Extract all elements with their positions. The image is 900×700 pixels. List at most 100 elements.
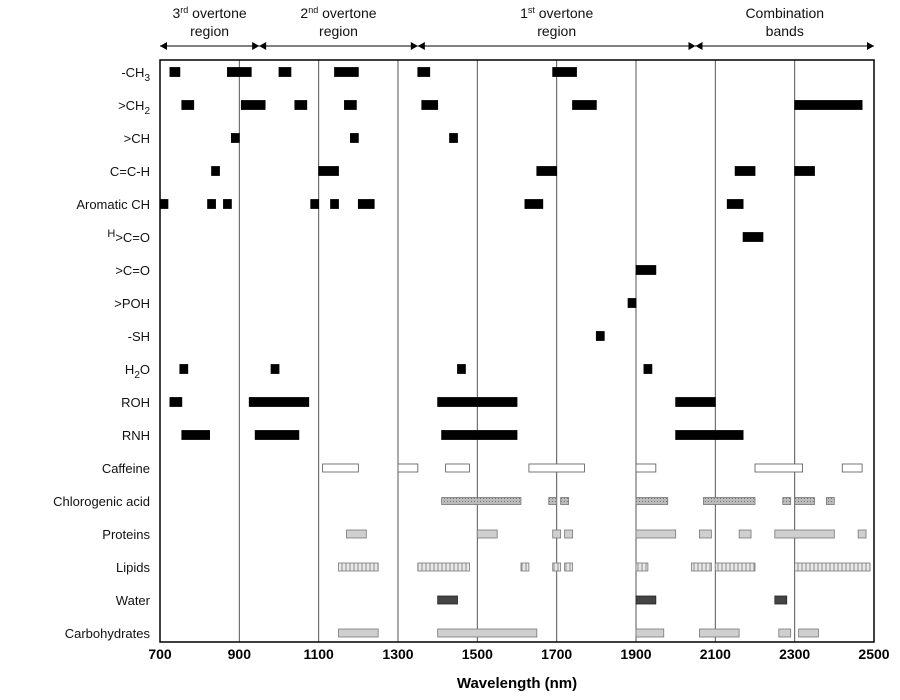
- x-tick-1100: 1100: [303, 646, 334, 662]
- region-subtitle: region: [190, 23, 229, 39]
- region-title: 1st overtone: [520, 5, 593, 21]
- x-tick-1700: 1700: [541, 646, 572, 662]
- region-0: 3rd overtone region: [160, 5, 260, 50]
- band-3-0: [211, 166, 220, 176]
- band-17-2: [635, 628, 665, 638]
- band-13-1: [548, 497, 558, 505]
- category-label-2: >CH: [124, 131, 150, 146]
- band-6-0: [635, 265, 657, 275]
- band-17-3: [699, 628, 740, 638]
- band-1-3: [344, 100, 357, 110]
- x-tick-1500: 1500: [462, 646, 493, 662]
- band-1-5: [572, 100, 597, 110]
- category-label-5: H>C=O: [107, 228, 150, 245]
- region-arrow-left: [695, 42, 703, 50]
- band-14-2: [552, 529, 562, 539]
- band-14-5: [699, 529, 712, 539]
- band-4-3: [310, 199, 320, 209]
- band-12-2: [445, 463, 470, 473]
- band-14-7: [774, 529, 835, 539]
- band-11-1: [254, 430, 300, 440]
- region-subtitle: region: [537, 23, 576, 39]
- band-10-1: [248, 397, 310, 407]
- band-0-3: [334, 67, 359, 77]
- band-2-0: [230, 133, 240, 143]
- band-1-4: [421, 100, 439, 110]
- band-9-2: [457, 364, 466, 374]
- band-15-5: [635, 562, 649, 572]
- band-15-4: [564, 562, 573, 572]
- band-0-4: [417, 67, 431, 77]
- band-4-5: [357, 199, 375, 209]
- category-label-3: C=C-H: [110, 164, 150, 179]
- band-15-8: [794, 562, 871, 572]
- x-tick-700: 700: [148, 646, 172, 662]
- band-4-1: [207, 199, 216, 209]
- band-12-1: [397, 463, 419, 473]
- band-4-4: [330, 199, 339, 209]
- band-13-0: [441, 497, 522, 505]
- band-11-2: [441, 430, 518, 440]
- category-label-14: Proteins: [102, 527, 150, 542]
- band-12-4: [635, 463, 657, 473]
- band-12-0: [322, 463, 359, 473]
- band-9-1: [270, 364, 280, 374]
- category-label-12: Caffeine: [102, 461, 150, 476]
- band-3-3: [734, 166, 756, 176]
- band-8-0: [595, 331, 605, 341]
- category-label-0: -CH3: [121, 65, 150, 84]
- band-17-4: [778, 628, 792, 638]
- plot-frame: [159, 59, 875, 643]
- band-5-0: [742, 232, 764, 242]
- band-15-1: [417, 562, 470, 572]
- band-9-3: [643, 364, 653, 374]
- band-15-0: [338, 562, 379, 572]
- x-tick-1900: 1900: [620, 646, 651, 662]
- band-1-6: [794, 100, 863, 110]
- band-14-3: [564, 529, 573, 539]
- band-17-0: [338, 628, 379, 638]
- band-10-0: [169, 397, 183, 407]
- band-13-4: [703, 497, 756, 505]
- category-label-17: Carbohydrates: [65, 626, 151, 641]
- band-15-3: [552, 562, 562, 572]
- band-11-0: [181, 430, 210, 440]
- band-14-0: [346, 529, 367, 539]
- region-subtitle: region: [319, 23, 358, 39]
- category-label-11: RNH: [122, 428, 150, 443]
- region-1: 2nd overtone region: [259, 5, 418, 50]
- band-4-2: [223, 199, 232, 209]
- band-14-4: [635, 529, 677, 539]
- region-3: Combination bands: [695, 5, 874, 50]
- band-13-2: [560, 497, 569, 505]
- category-labels: -CH3 >CH2 >CH C=C-H Aromatic CH H>C=O >C=O >POH…: [53, 65, 151, 641]
- category-label-7: >POH: [114, 296, 150, 311]
- region-arrow-right: [252, 42, 260, 50]
- band-7-0: [627, 298, 637, 308]
- band-15-7: [714, 562, 756, 572]
- band-13-7: [826, 497, 835, 505]
- band-0-2: [278, 67, 292, 77]
- band-4-6: [524, 199, 544, 209]
- band-14-6: [738, 529, 752, 539]
- x-tick-2500: 2500: [858, 646, 889, 662]
- region-2: 1st overtone region: [417, 5, 696, 50]
- band-11-3: [675, 430, 744, 440]
- x-tick-2100: 2100: [700, 646, 731, 662]
- region-title: 2nd overtone: [300, 5, 376, 21]
- band-9-0: [179, 364, 189, 374]
- band-12-5: [754, 463, 803, 473]
- band-0-0: [169, 67, 181, 77]
- band-2-1: [349, 133, 359, 143]
- bands: [159, 67, 871, 638]
- x-tick-900: 900: [228, 646, 252, 662]
- band-17-5: [798, 628, 819, 638]
- region-subtitle: bands: [766, 23, 804, 39]
- category-label-13: Chlorogenic acid: [53, 494, 150, 509]
- band-4-7: [726, 199, 744, 209]
- band-3-4: [794, 166, 815, 176]
- region-arrow-right: [688, 42, 696, 50]
